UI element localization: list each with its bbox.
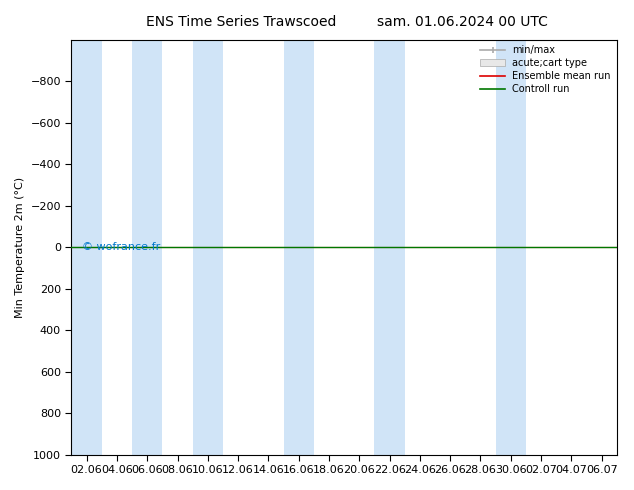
- Bar: [72, 40, 102, 455]
- Legend: min/max, acute;cart type, Ensemble mean run, Controll run: min/max, acute;cart type, Ensemble mean …: [477, 42, 615, 98]
- Text: © wofrance.fr: © wofrance.fr: [82, 243, 160, 252]
- Bar: [283, 40, 314, 455]
- Y-axis label: Min Temperature 2m (°C): Min Temperature 2m (°C): [15, 176, 25, 318]
- Bar: [132, 40, 162, 455]
- Bar: [193, 40, 223, 455]
- Bar: [375, 40, 404, 455]
- Text: sam. 01.06.2024 00 UTC: sam. 01.06.2024 00 UTC: [377, 15, 548, 29]
- Bar: [496, 40, 526, 455]
- Text: ENS Time Series Trawscoed: ENS Time Series Trawscoed: [146, 15, 336, 29]
